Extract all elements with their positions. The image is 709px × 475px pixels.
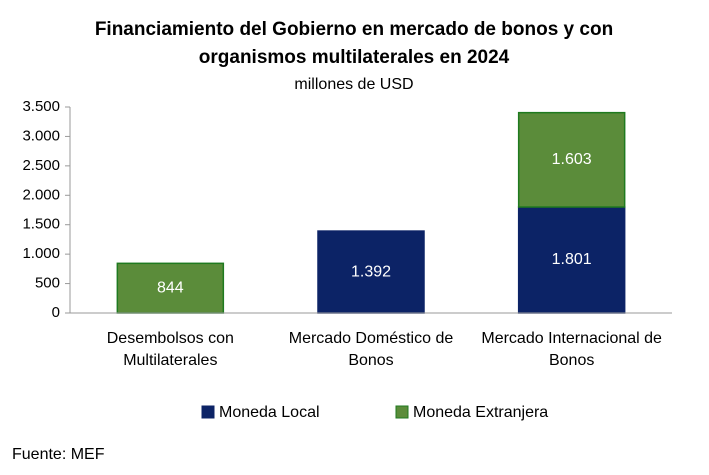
x-tick-label: Bonos — [549, 352, 594, 369]
data-label: 844 — [157, 279, 184, 296]
y-tick-label: 2.500 — [22, 157, 60, 174]
data-label: 1.603 — [552, 151, 592, 168]
legend-swatch — [201, 405, 215, 419]
y-tick-label: 2.000 — [22, 186, 60, 203]
x-tick-label: Mercado Internacional de — [481, 330, 662, 347]
data-label: 1.801 — [552, 251, 592, 268]
legend-label: Moneda Local — [219, 404, 320, 421]
bar — [517, 111, 626, 208]
source: Fuente: MEF — [12, 446, 105, 463]
chart-subtitle: millones de USD — [294, 76, 413, 93]
y-tick-label: 3.500 — [22, 98, 60, 115]
legend-label: Moneda Extranjera — [413, 404, 548, 421]
y-tick-label: 0 — [52, 304, 60, 321]
y-tick-label: 1.500 — [22, 216, 60, 233]
x-tick-label: Mercado Doméstico de — [289, 330, 454, 347]
y-tick-label: 1.000 — [22, 245, 60, 262]
legend-swatch — [395, 405, 409, 419]
bar — [116, 262, 225, 314]
x-tick-label: Desembolsos con — [107, 330, 234, 347]
y-tick-label: 500 — [35, 275, 60, 292]
chart-title: Financiamiento del Gobierno en mercado d… — [95, 19, 613, 40]
y-tick-label: 3.000 — [22, 127, 60, 144]
x-tick-label: Bonos — [348, 352, 393, 369]
chart-title: organismos multilaterales en 2024 — [199, 47, 510, 68]
data-label: 1.392 — [351, 263, 391, 280]
x-tick-label: Multilaterales — [123, 352, 217, 369]
